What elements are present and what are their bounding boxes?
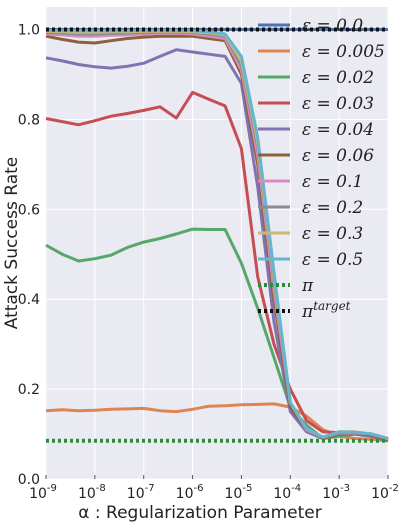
x-tick-exponent: -5 xyxy=(242,483,252,494)
y-axis-label: Attack Success Rate xyxy=(2,157,22,330)
x-tick-label: 10-4 xyxy=(273,483,301,502)
legend-label: ε = 0.06 xyxy=(302,146,374,166)
reference-lines xyxy=(46,27,388,443)
series-line xyxy=(45,90,389,443)
x-tick-label: 10-8 xyxy=(78,483,106,502)
plot-background xyxy=(46,7,388,479)
x-tick-base: 10 xyxy=(29,486,47,502)
x-tick-label: 10-6 xyxy=(176,483,204,502)
x-tick-base: 10 xyxy=(176,486,194,502)
legend-label: ε = 0.1 xyxy=(302,172,363,192)
x-tick-exponent: -7 xyxy=(145,483,155,494)
legend-label: ε = 0.04 xyxy=(302,120,374,140)
y-tick-label: 0.8 xyxy=(18,112,40,128)
y-tick-label: 0.6 xyxy=(18,202,40,218)
x-tick-label: 10-3 xyxy=(322,483,350,502)
x-tick-label: 10-9 xyxy=(29,483,57,502)
legend-label: π xyxy=(301,276,314,296)
legend-label: ε = 0.03 xyxy=(302,94,374,114)
legend-label: ε = 0.5 xyxy=(302,250,363,270)
legend: ε = 0.0 ε = 0.005 ε = 0.02 ε = 0.03 ε = 0.04… xyxy=(258,16,385,322)
y-tick-label: 0.4 xyxy=(18,292,40,308)
x-tick-base: 10 xyxy=(225,486,243,502)
y-tick-label: 1.0 xyxy=(18,22,40,38)
x-tick-exponent: -9 xyxy=(47,483,57,494)
legend-label-base: π xyxy=(301,302,314,322)
x-tick-base: 10 xyxy=(371,486,389,502)
x-tick-base: 10 xyxy=(273,486,291,502)
y-tick-label: 0.2 xyxy=(18,382,40,398)
y-axis-ticks: 0.0 0.2 0.4 0.6 0.8 1.0 xyxy=(18,22,40,488)
x-tick-label: 10-5 xyxy=(225,483,253,502)
legend-label: ε = 0.3 xyxy=(302,224,363,244)
x-tick-exponent: -6 xyxy=(193,483,203,494)
x-tick-base: 10 xyxy=(322,486,340,502)
x-tick-exponent: -3 xyxy=(340,483,350,494)
legend-label: ε = 0.005 xyxy=(302,42,385,62)
x-tick-label: 10-2 xyxy=(371,483,399,502)
legend-label-superscript: target xyxy=(313,299,350,313)
x-tick-base: 10 xyxy=(78,486,96,502)
x-tick-label: 10-7 xyxy=(127,483,155,502)
x-tick-base: 10 xyxy=(127,486,145,502)
legend-label: ε = 0.02 xyxy=(302,68,374,88)
x-tick-exponent: -4 xyxy=(291,483,301,494)
x-tick-exponent: -2 xyxy=(389,483,399,494)
legend-label: ε = 0.2 xyxy=(302,198,363,218)
x-axis-ticks: 10-9 10-8 10-7 10-6 10-5 10-4 10-3 10-2 xyxy=(29,475,399,502)
legend-label: ε = 0.0 xyxy=(302,16,363,36)
x-axis-label: α : Regularization Parameter xyxy=(78,503,321,523)
x-tick-exponent: -8 xyxy=(96,483,106,494)
y-tick-label: 0.0 xyxy=(18,472,40,488)
legend-label: πtarget xyxy=(301,299,351,322)
